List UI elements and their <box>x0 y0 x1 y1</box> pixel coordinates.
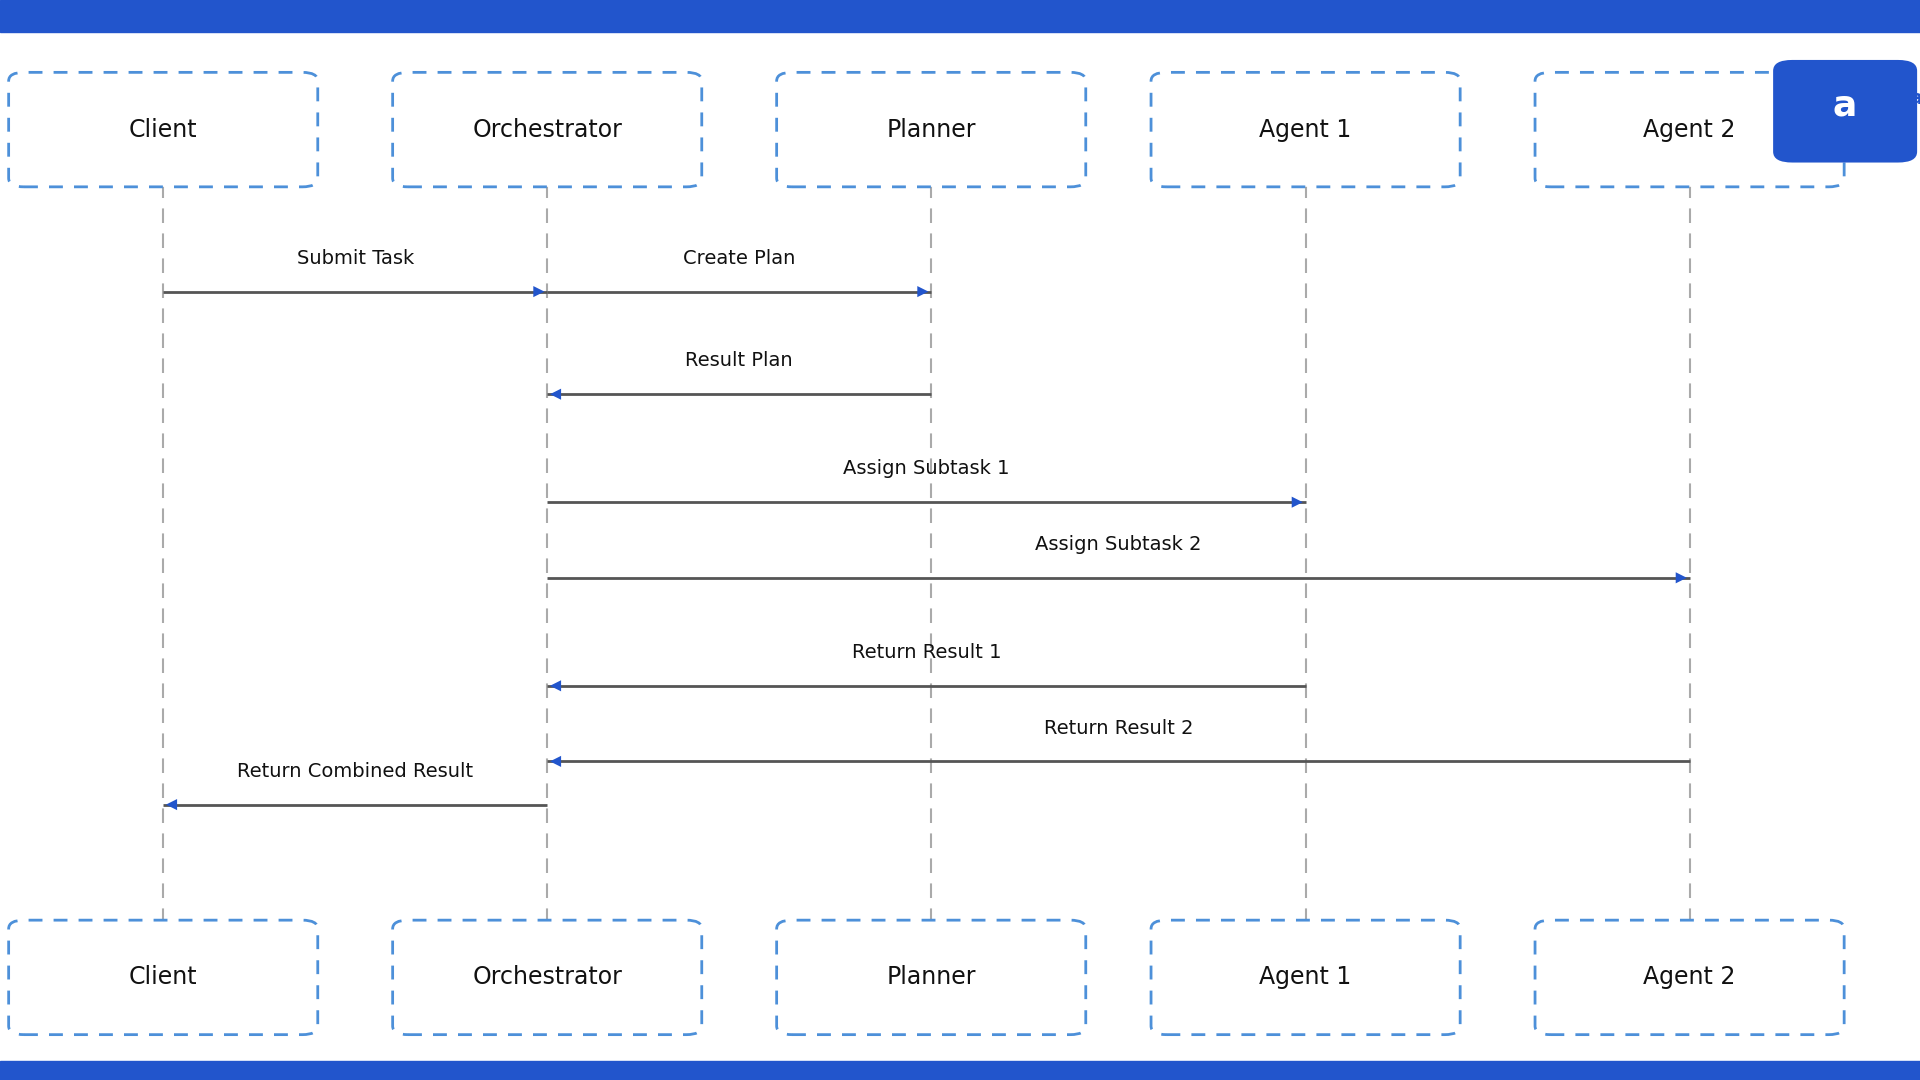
Text: Agent 2: Agent 2 <box>1644 118 1736 141</box>
Text: Agent 1: Agent 1 <box>1260 118 1352 141</box>
Text: Assign Subtask 1: Assign Subtask 1 <box>843 459 1010 478</box>
Text: Orchestrator: Orchestrator <box>472 966 622 989</box>
Text: Agent 1: Agent 1 <box>1260 966 1352 989</box>
Text: a: a <box>1834 89 1857 123</box>
FancyBboxPatch shape <box>1536 920 1843 1035</box>
Text: Planner: Planner <box>887 118 975 141</box>
FancyBboxPatch shape <box>776 72 1085 187</box>
Bar <box>0 1061 1920 1080</box>
Text: Planner: Planner <box>887 966 975 989</box>
Text: Return Result 1: Return Result 1 <box>852 643 1000 662</box>
Text: akira: akira <box>1908 89 1920 108</box>
FancyBboxPatch shape <box>392 920 701 1035</box>
FancyBboxPatch shape <box>1536 72 1843 187</box>
FancyBboxPatch shape <box>10 72 317 187</box>
FancyBboxPatch shape <box>1150 72 1459 187</box>
Text: Client: Client <box>129 118 198 141</box>
FancyBboxPatch shape <box>1150 920 1459 1035</box>
Text: Create Plan: Create Plan <box>684 248 795 268</box>
Bar <box>0 0 1920 32</box>
Text: Orchestrator: Orchestrator <box>472 118 622 141</box>
Text: Return Combined Result: Return Combined Result <box>238 761 472 781</box>
Text: Result Plan: Result Plan <box>685 351 793 370</box>
Text: Return Result 2: Return Result 2 <box>1044 718 1192 738</box>
FancyBboxPatch shape <box>392 72 701 187</box>
FancyBboxPatch shape <box>1772 59 1916 162</box>
Text: Agent 2: Agent 2 <box>1644 966 1736 989</box>
Text: Client: Client <box>129 966 198 989</box>
Text: Submit Task: Submit Task <box>296 248 415 268</box>
Text: Assign Subtask 2: Assign Subtask 2 <box>1035 535 1202 554</box>
FancyBboxPatch shape <box>10 920 317 1035</box>
FancyBboxPatch shape <box>776 920 1085 1035</box>
